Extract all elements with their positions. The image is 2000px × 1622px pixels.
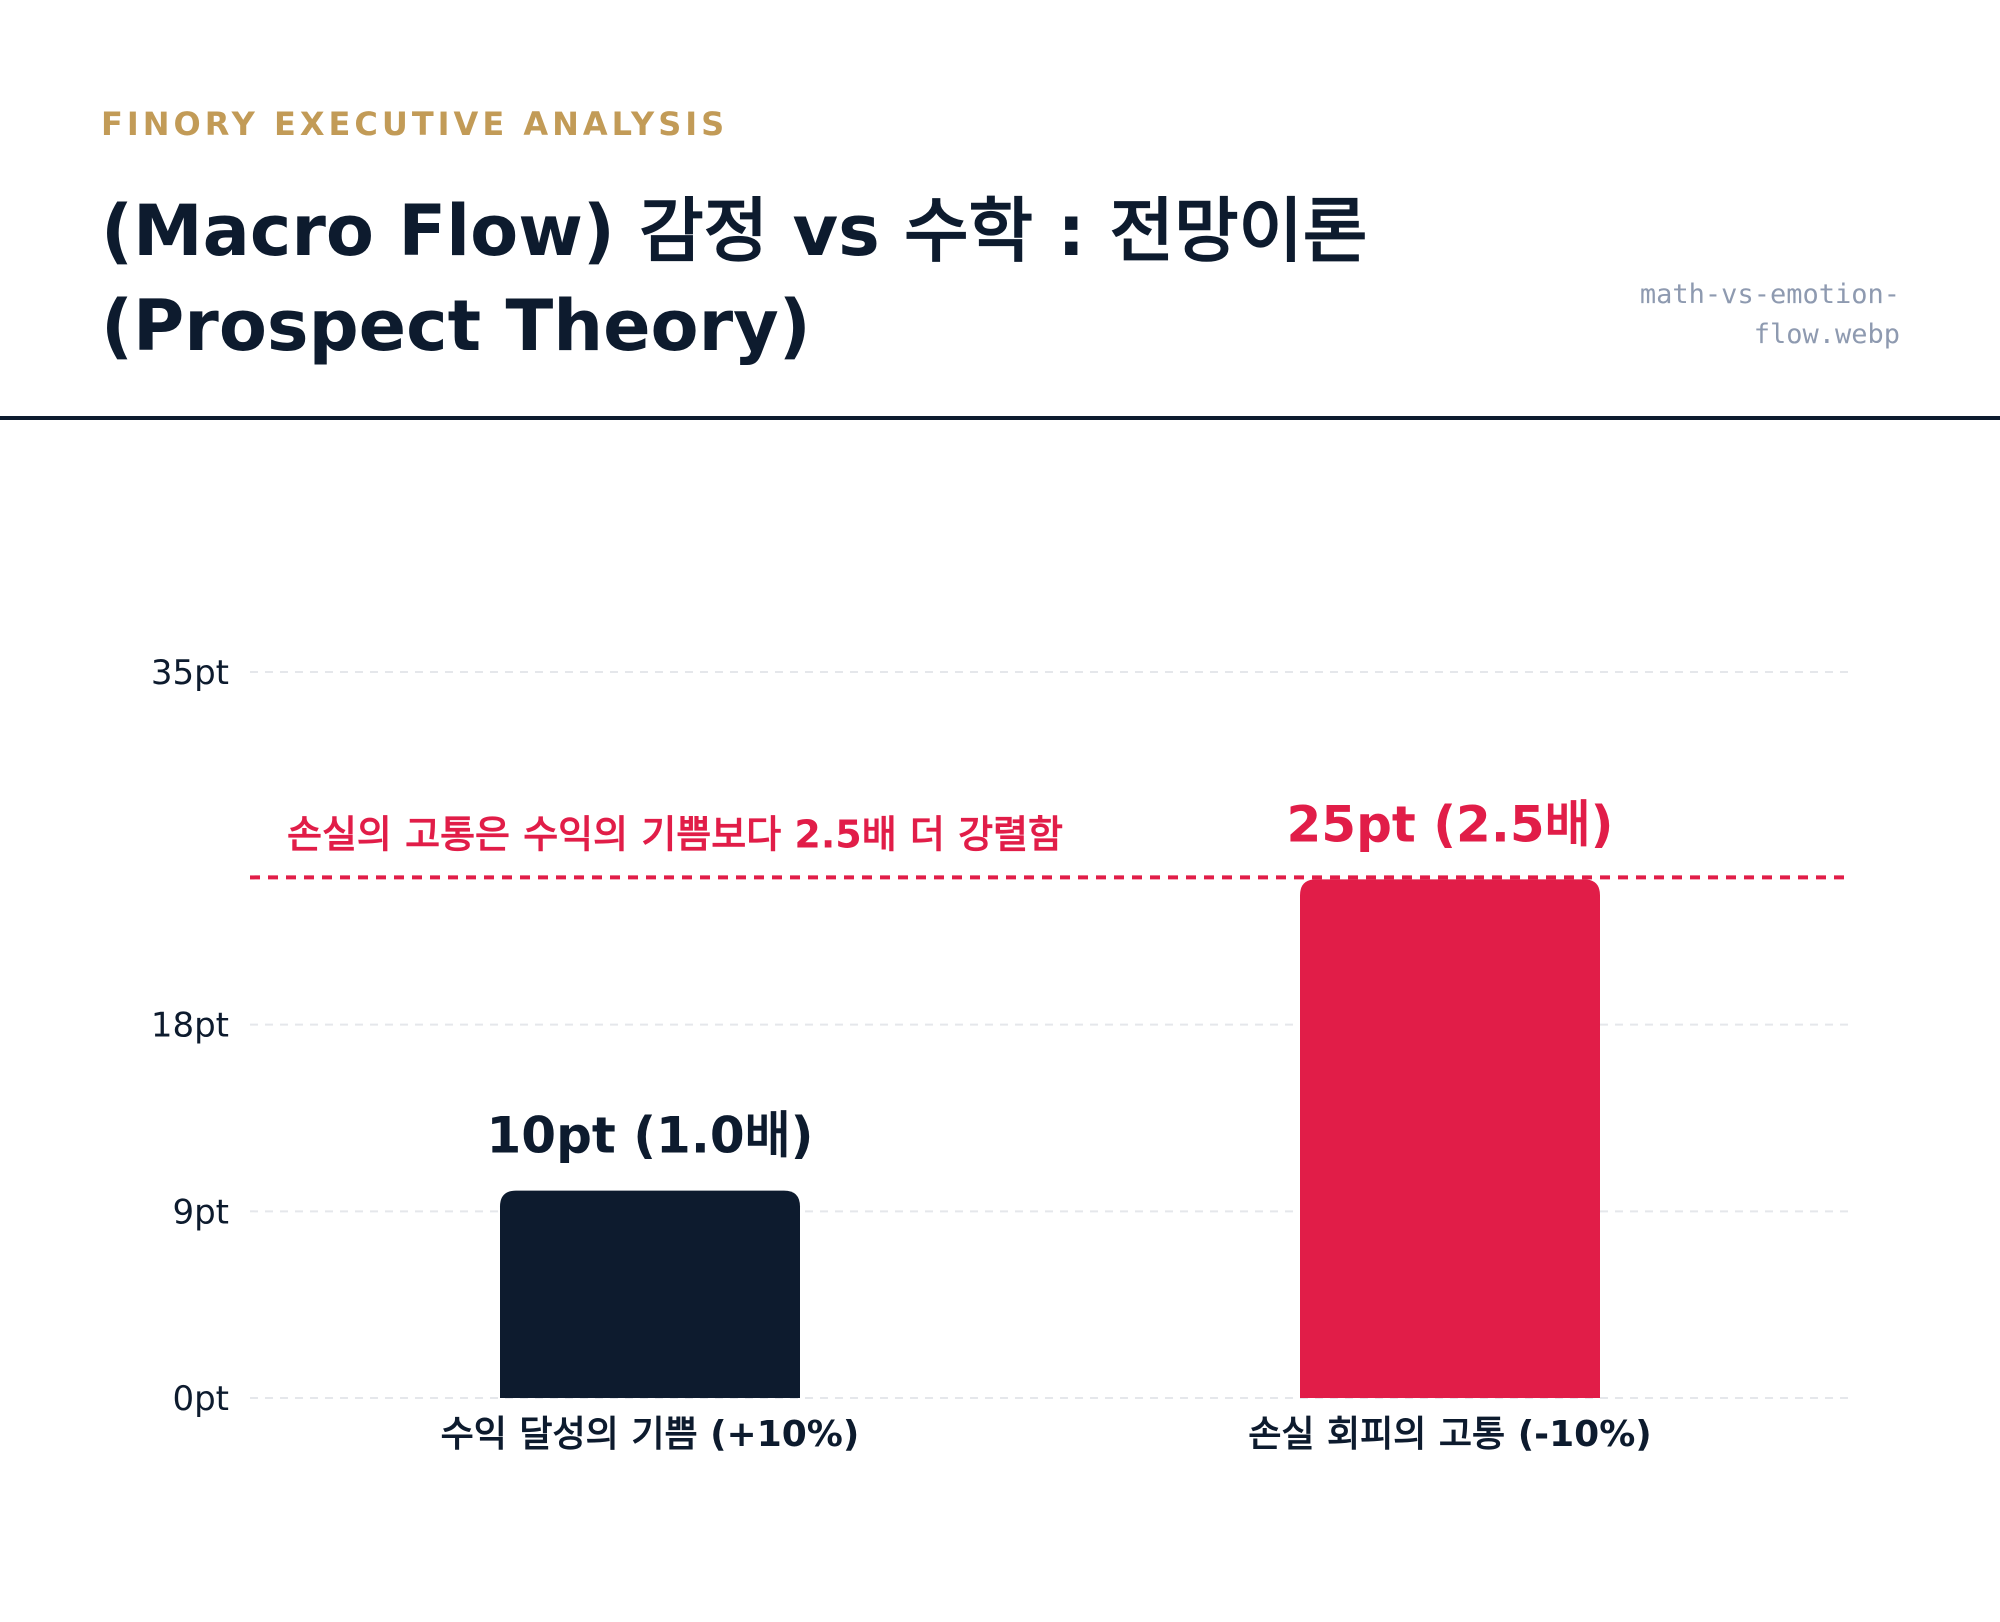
x-category-label: 손실 회피의 고통 (-10%) (1248, 1414, 1651, 1455)
filename-label: math-vs-emotion- flow.webp (1570, 275, 1900, 355)
y-tick-label: 35pt (151, 653, 229, 693)
bar-value-label: 25pt (2.5배) (1287, 795, 1614, 853)
filename-line-1: math-vs-emotion- (1639, 279, 1900, 310)
page-title: (Macro Flow) 감정 vs 수학 : 전망이론 (Prospect T… (101, 184, 1601, 374)
reference-line-label: 손실의 고통은 수익의 기쁨보다 2.5배 더 강렬함 (287, 812, 1063, 856)
y-tick-label: 0pt (172, 1379, 229, 1419)
title-line-2: (Prospect Theory) (101, 285, 811, 367)
filename-line-2: flow.webp (1753, 319, 1900, 350)
bar (1300, 879, 1600, 1398)
y-tick-label: 9pt (172, 1192, 229, 1232)
bar (500, 1190, 800, 1398)
bar-value-label: 10pt (1.0배) (487, 1107, 814, 1165)
x-category-label: 수익 달성의 기쁨 (+10%) (441, 1414, 860, 1455)
eyebrow-label: FINORY EXECUTIVE ANALYSIS (101, 105, 729, 143)
title-line-1: (Macro Flow) 감정 vs 수학 : 전망이론 (101, 190, 1368, 272)
y-tick-label: 18pt (151, 1006, 229, 1046)
header: FINORY EXECUTIVE ANALYSIS (Macro Flow) 감… (0, 0, 2000, 420)
header-divider (0, 416, 2000, 420)
